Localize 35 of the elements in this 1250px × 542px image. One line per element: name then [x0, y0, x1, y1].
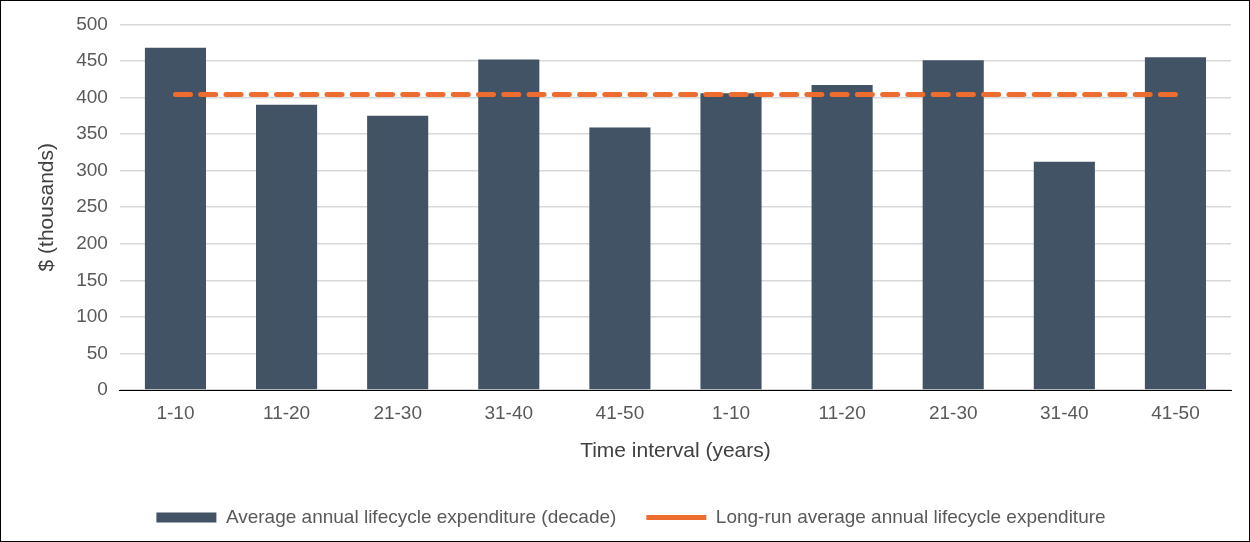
y-tick-label: 50	[86, 341, 108, 363]
legend-label: Long-run average annual lifecycle expenditure	[715, 505, 1106, 527]
y-tick-label: 350	[76, 122, 108, 144]
y-tick-label: 450	[76, 49, 108, 71]
bar	[589, 127, 651, 390]
y-tick-label: 500	[76, 12, 108, 34]
bar	[922, 60, 984, 390]
y-tick-label: 400	[76, 85, 108, 107]
x-tick-label: 31-40	[1040, 401, 1089, 423]
y-tick-label: 300	[76, 158, 108, 180]
legend-label: Average annual lifecycle expenditure (decade)	[225, 505, 617, 527]
x-tick-label: 11-20	[262, 401, 311, 423]
bar	[1144, 57, 1206, 390]
bar	[1033, 161, 1095, 390]
y-tick-label: 250	[76, 195, 108, 217]
y-tick-label: 200	[76, 231, 108, 253]
bar	[144, 47, 207, 390]
x-axis-title: Time interval (years)	[580, 438, 771, 462]
bar	[367, 115, 429, 390]
x-tick-label: 21-30	[928, 401, 978, 423]
x-tick-label: 11-20	[818, 401, 866, 423]
bar	[700, 93, 762, 390]
x-tick-label: 1-10	[711, 401, 751, 423]
x-tick-label: 31-40	[484, 401, 534, 423]
bar	[811, 85, 873, 390]
y-tick-label: 100	[76, 305, 108, 327]
bar	[478, 59, 540, 390]
bar	[256, 104, 318, 390]
x-tick-label: 21-30	[373, 401, 422, 423]
x-tick-label: 41-50	[1151, 401, 1200, 423]
y-tick-label: 0	[97, 378, 108, 400]
x-tick-label: 41-50	[595, 401, 645, 423]
y-axis-title: $ (thousands)	[34, 142, 58, 272]
x-tick-label: 1-10	[156, 401, 195, 423]
y-tick-label: 150	[76, 268, 108, 290]
